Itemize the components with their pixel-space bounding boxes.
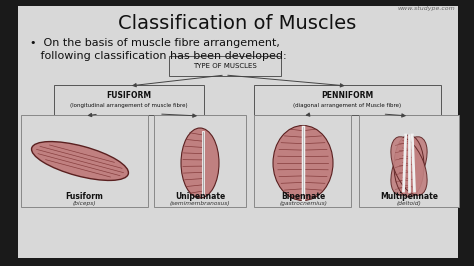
Text: Fusiform: Fusiform xyxy=(65,192,103,201)
Ellipse shape xyxy=(273,126,333,201)
Ellipse shape xyxy=(391,137,427,195)
Text: following classification has been developed:: following classification has been develo… xyxy=(30,51,287,61)
Text: •  On the basis of muscle fibre arrangement,: • On the basis of muscle fibre arrangeme… xyxy=(30,38,280,48)
Ellipse shape xyxy=(181,128,219,198)
Text: (diagonal arrangement of Muscle fibre): (diagonal arrangement of Muscle fibre) xyxy=(293,102,401,107)
Text: (biceps): (biceps) xyxy=(72,201,96,206)
Text: TYPE OF MUSCLES: TYPE OF MUSCLES xyxy=(193,63,257,69)
Text: Unipennate: Unipennate xyxy=(175,192,225,201)
Text: (semimembranosus): (semimembranosus) xyxy=(170,201,230,206)
Text: www.studype.com: www.studype.com xyxy=(397,6,455,11)
FancyBboxPatch shape xyxy=(359,115,459,207)
FancyBboxPatch shape xyxy=(18,6,458,258)
FancyBboxPatch shape xyxy=(154,115,246,207)
Text: Classification of Muscles: Classification of Muscles xyxy=(118,14,356,33)
Text: (longitudinal arrangement of muscle fibre): (longitudinal arrangement of muscle fibr… xyxy=(70,102,188,107)
Text: Bipennate: Bipennate xyxy=(281,192,325,201)
FancyBboxPatch shape xyxy=(254,115,351,207)
FancyBboxPatch shape xyxy=(254,85,441,115)
Text: PENNIFORM: PENNIFORM xyxy=(321,90,374,99)
FancyBboxPatch shape xyxy=(54,85,204,115)
Ellipse shape xyxy=(391,137,427,195)
FancyBboxPatch shape xyxy=(21,115,148,207)
Text: FUSIFORM: FUSIFORM xyxy=(107,90,152,99)
FancyBboxPatch shape xyxy=(169,56,281,76)
Ellipse shape xyxy=(32,142,128,180)
Ellipse shape xyxy=(394,135,424,197)
Text: (deltoid): (deltoid) xyxy=(397,201,421,206)
Text: (gastrocnemius): (gastrocnemius) xyxy=(279,201,327,206)
Text: Multipennate: Multipennate xyxy=(380,192,438,201)
